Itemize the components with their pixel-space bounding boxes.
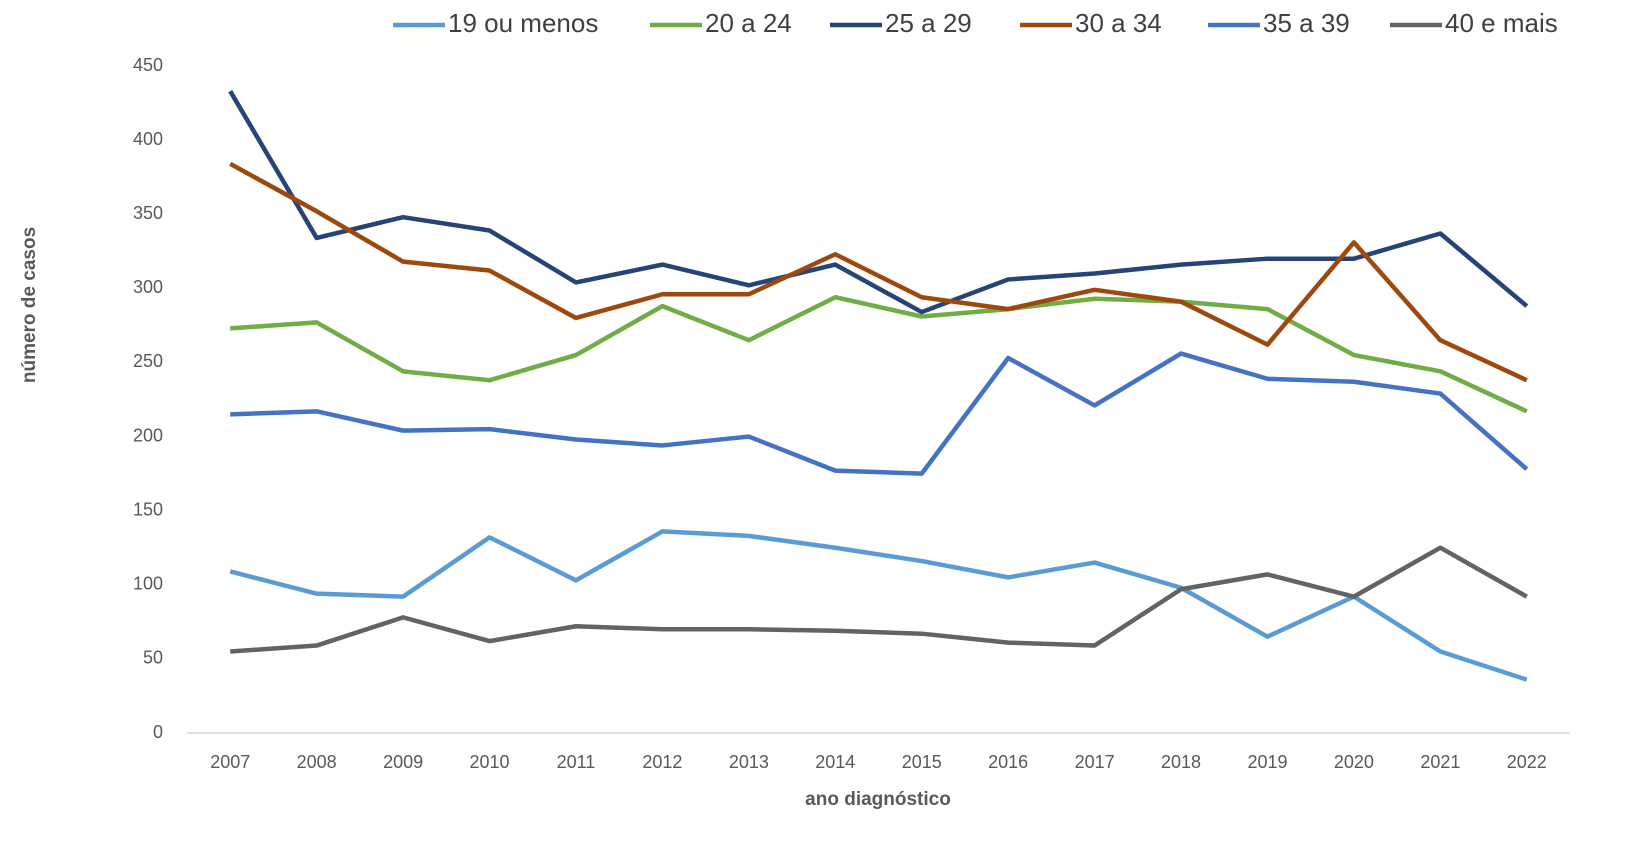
x-tick-label: 2014: [815, 752, 855, 772]
legend-label: 19 ou menos: [448, 8, 598, 38]
legend-label: 40 e mais: [1445, 8, 1558, 38]
x-tick-label: 2015: [902, 752, 942, 772]
series-line: [229, 161, 1528, 383]
x-tick-label: 2013: [729, 752, 769, 772]
series-line: [228, 90, 1529, 315]
y-tick-label: 400: [133, 129, 163, 149]
x-tick-label: 2012: [642, 752, 682, 772]
y-tick-label: 50: [143, 648, 163, 668]
x-tick-label: 2019: [1247, 752, 1287, 772]
legend-label: 30 a 34: [1075, 8, 1162, 38]
legend-label: 35 a 39: [1263, 8, 1350, 38]
y-tick-label: 450: [133, 55, 163, 75]
y-tick-label: 200: [133, 425, 163, 445]
x-tick-label: 2017: [1075, 752, 1115, 772]
y-tick-label: 0: [153, 722, 163, 742]
y-axis-title: número de casos: [19, 227, 40, 383]
x-tick-label: 2008: [297, 752, 337, 772]
x-tick-label: 2007: [210, 752, 250, 772]
x-tick-label: 2018: [1161, 752, 1201, 772]
x-axis-title: ano diagnóstico: [805, 789, 951, 810]
x-tick-label: 2010: [470, 752, 510, 772]
legend-label: 20 a 24: [705, 8, 792, 38]
y-tick-label: 350: [133, 203, 163, 223]
y-tick-label: 100: [133, 574, 163, 594]
series-line: [230, 545, 1528, 654]
y-tick-label: 150: [133, 499, 163, 519]
x-tick-label: 2009: [383, 752, 423, 772]
x-tick-label: 2016: [988, 752, 1028, 772]
y-tick-label: 300: [133, 277, 163, 297]
series-line: [230, 351, 1529, 476]
x-tick-label: 2020: [1334, 752, 1374, 772]
x-tick-label: 2021: [1420, 752, 1460, 772]
x-tick-label: 2022: [1507, 752, 1547, 772]
series-line: [229, 529, 1528, 682]
legend-label: 25 a 29: [885, 8, 972, 38]
y-tick-label: 250: [133, 351, 163, 371]
x-tick-label: 2011: [557, 752, 596, 772]
series-line: [230, 294, 1528, 414]
